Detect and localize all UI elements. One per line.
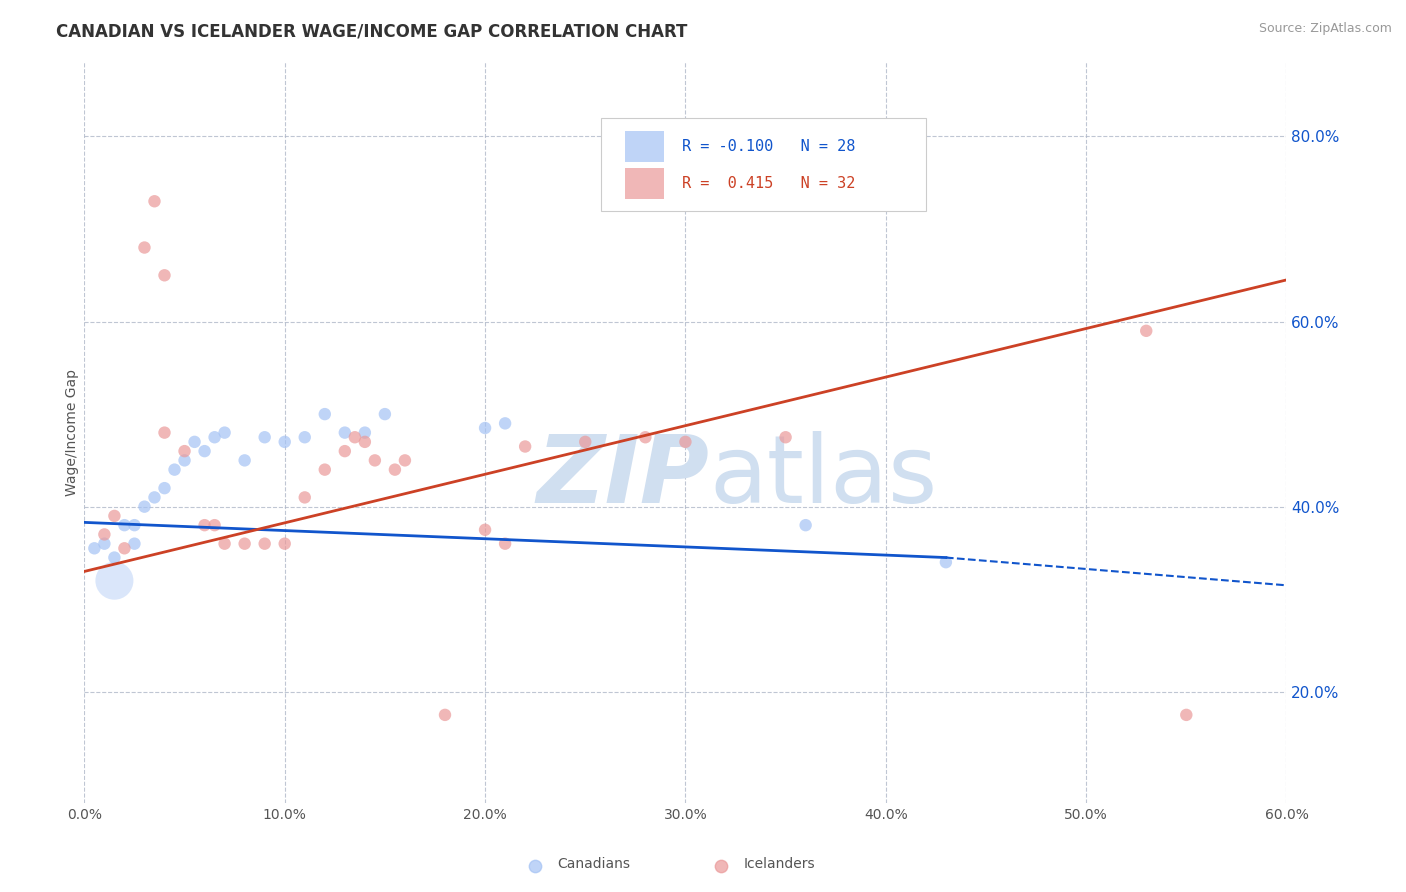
Text: Canadians: Canadians [557, 857, 630, 871]
Point [183, 434, 205, 449]
Point [314, 407, 336, 421]
Point [253, 536, 276, 550]
Point [103, 550, 125, 565]
FancyBboxPatch shape [626, 169, 664, 200]
Point [124, 518, 146, 533]
Text: atlas: atlas [710, 431, 938, 523]
Point [333, 425, 356, 440]
Point [103, 574, 125, 588]
Point [103, 508, 125, 523]
Point [204, 518, 226, 533]
Point [233, 536, 256, 550]
Point [173, 453, 195, 467]
Point [214, 425, 236, 440]
Point [354, 425, 377, 440]
Y-axis label: Wage/Income Gap: Wage/Income Gap [65, 369, 79, 496]
Point [434, 707, 457, 722]
Point [294, 491, 316, 505]
Point [214, 536, 236, 550]
Point [394, 453, 416, 467]
Point [163, 462, 186, 476]
Point [294, 430, 316, 444]
Point [134, 500, 156, 514]
Text: CANADIAN VS ICELANDER WAGE/INCOME GAP CORRELATION CHART: CANADIAN VS ICELANDER WAGE/INCOME GAP CO… [56, 22, 688, 40]
Point [194, 444, 217, 458]
Point [343, 430, 366, 444]
Text: Icelanders: Icelanders [744, 857, 814, 871]
Point [384, 462, 406, 476]
Point [494, 417, 516, 431]
Text: ZIP: ZIP [537, 431, 710, 523]
Point [93, 527, 115, 541]
Point [143, 491, 166, 505]
Point [675, 434, 697, 449]
Point [574, 434, 596, 449]
Point [124, 536, 146, 550]
Point [83, 541, 105, 556]
FancyBboxPatch shape [602, 118, 927, 211]
Point [794, 518, 817, 533]
Point [204, 430, 226, 444]
Point [354, 434, 377, 449]
Point [775, 430, 797, 444]
Text: R =  0.415   N = 32: R = 0.415 N = 32 [682, 177, 855, 192]
Point [153, 268, 176, 283]
Point [634, 430, 657, 444]
Point [314, 462, 336, 476]
Point [1175, 707, 1198, 722]
Point [93, 536, 115, 550]
Text: Source: ZipAtlas.com: Source: ZipAtlas.com [1258, 22, 1392, 36]
Point [1135, 324, 1157, 338]
Point [494, 536, 516, 550]
Point [153, 425, 176, 440]
Point [233, 453, 256, 467]
Point [515, 440, 537, 454]
Point [474, 523, 496, 537]
Point [474, 421, 496, 435]
Point [374, 407, 396, 421]
Point [194, 518, 217, 533]
Point [333, 444, 356, 458]
Point [253, 430, 276, 444]
Point [935, 555, 957, 569]
Point [134, 240, 156, 254]
Point [274, 434, 297, 449]
Point [173, 444, 195, 458]
Point [114, 541, 135, 556]
Point [364, 453, 387, 467]
Point [274, 536, 297, 550]
Point [153, 481, 176, 495]
Point [143, 194, 166, 209]
Text: R = -0.100   N = 28: R = -0.100 N = 28 [682, 138, 855, 153]
FancyBboxPatch shape [626, 130, 664, 161]
Point [114, 518, 135, 533]
